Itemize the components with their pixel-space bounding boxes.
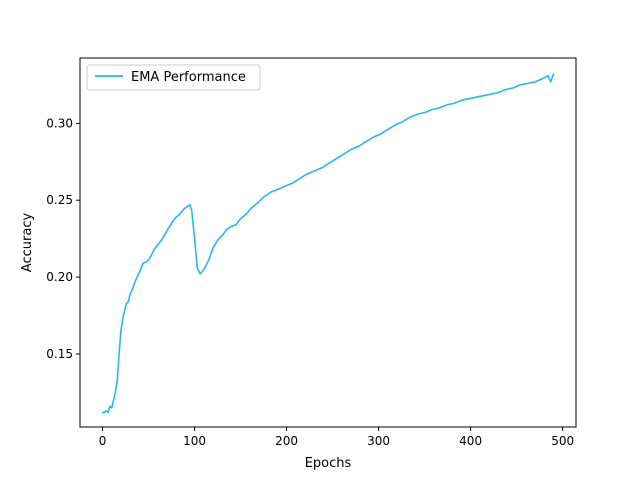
y-tick-label: 0.20 bbox=[46, 270, 73, 284]
legend-box bbox=[86, 64, 261, 91]
x-axis-ticks: 0 100 200 300 400 500 bbox=[99, 427, 574, 448]
y-tick-label: 0.25 bbox=[46, 193, 73, 207]
x-tick-label: 0 bbox=[99, 434, 107, 448]
plot-area bbox=[80, 58, 576, 427]
legend-label: EMA Performance bbox=[131, 70, 246, 85]
x-tick-label: 500 bbox=[551, 434, 574, 448]
y-tick-label: 0.30 bbox=[46, 116, 73, 130]
x-tick-label: 400 bbox=[459, 434, 482, 448]
y-axis-label: Accuracy bbox=[20, 213, 35, 273]
y-tick-label: 0.15 bbox=[46, 347, 73, 361]
x-axis-label: Epochs bbox=[305, 456, 352, 471]
x-tick-label: 100 bbox=[183, 434, 206, 448]
legend: EMA Performance bbox=[86, 64, 261, 91]
series-line-ema-performance bbox=[101, 73, 555, 414]
y-axis-ticks: 0.15 0.20 0.25 0.30 bbox=[46, 116, 80, 361]
x-tick-label: 200 bbox=[275, 434, 298, 448]
plot-frame bbox=[79, 57, 577, 428]
x-tick-label: 300 bbox=[367, 434, 390, 448]
